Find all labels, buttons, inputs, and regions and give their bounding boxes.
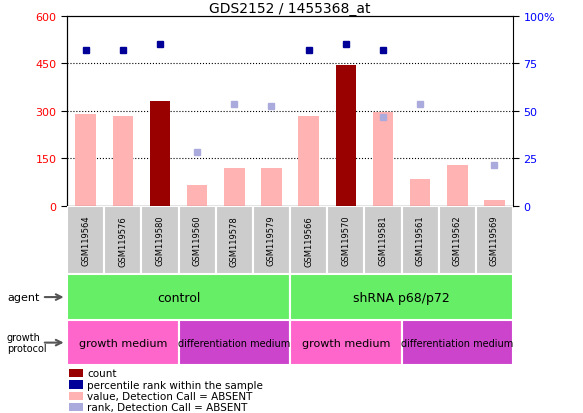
- Bar: [402, 320, 513, 366]
- Bar: [67, 320, 178, 366]
- Text: GSM119578: GSM119578: [230, 215, 239, 266]
- Bar: [67, 275, 290, 320]
- Text: GSM119564: GSM119564: [81, 215, 90, 266]
- Text: GSM119581: GSM119581: [378, 215, 388, 266]
- Bar: [69, 403, 83, 411]
- Text: GSM119576: GSM119576: [118, 215, 127, 266]
- Text: control: control: [157, 291, 200, 304]
- Bar: [216, 206, 253, 275]
- Text: count: count: [87, 368, 117, 378]
- Bar: [410, 180, 430, 206]
- Bar: [69, 369, 83, 377]
- Bar: [290, 206, 327, 275]
- Bar: [261, 169, 282, 206]
- Text: GSM119569: GSM119569: [490, 215, 499, 266]
- Text: value, Detection Call = ABSENT: value, Detection Call = ABSENT: [87, 391, 252, 401]
- Bar: [438, 206, 476, 275]
- Bar: [290, 320, 402, 366]
- Bar: [253, 206, 290, 275]
- Bar: [178, 206, 216, 275]
- Bar: [75, 115, 96, 206]
- Bar: [67, 206, 104, 275]
- Text: percentile rank within the sample: percentile rank within the sample: [87, 380, 263, 389]
- Bar: [364, 206, 402, 275]
- Text: GSM119579: GSM119579: [267, 215, 276, 266]
- Text: GSM119566: GSM119566: [304, 215, 313, 266]
- Bar: [150, 102, 170, 206]
- Text: agent: agent: [7, 292, 40, 302]
- Text: differentiation medium: differentiation medium: [401, 338, 514, 348]
- Bar: [373, 113, 393, 206]
- Bar: [290, 275, 513, 320]
- Bar: [141, 206, 178, 275]
- Text: differentiation medium: differentiation medium: [178, 338, 290, 348]
- Bar: [69, 392, 83, 400]
- Bar: [187, 186, 208, 206]
- Text: GSM119580: GSM119580: [156, 215, 164, 266]
- Bar: [484, 200, 505, 206]
- Bar: [178, 320, 290, 366]
- Text: rank, Detection Call = ABSENT: rank, Detection Call = ABSENT: [87, 402, 248, 412]
- Bar: [327, 206, 364, 275]
- Bar: [336, 66, 356, 206]
- Bar: [113, 116, 133, 206]
- Bar: [104, 206, 141, 275]
- Text: GSM119570: GSM119570: [341, 215, 350, 266]
- Text: growth medium: growth medium: [301, 338, 390, 348]
- Bar: [224, 169, 244, 206]
- Text: growth
protocol: growth protocol: [7, 332, 47, 354]
- Bar: [402, 206, 438, 275]
- Bar: [476, 206, 513, 275]
- Title: GDS2152 / 1455368_at: GDS2152 / 1455368_at: [209, 2, 371, 16]
- Text: shRNA p68/p72: shRNA p68/p72: [353, 291, 450, 304]
- Bar: [447, 165, 468, 206]
- Text: GSM119561: GSM119561: [416, 215, 424, 266]
- Text: GSM119562: GSM119562: [453, 215, 462, 266]
- Bar: [69, 380, 83, 389]
- Text: growth medium: growth medium: [79, 338, 167, 348]
- Text: GSM119560: GSM119560: [192, 215, 202, 266]
- Bar: [298, 116, 319, 206]
